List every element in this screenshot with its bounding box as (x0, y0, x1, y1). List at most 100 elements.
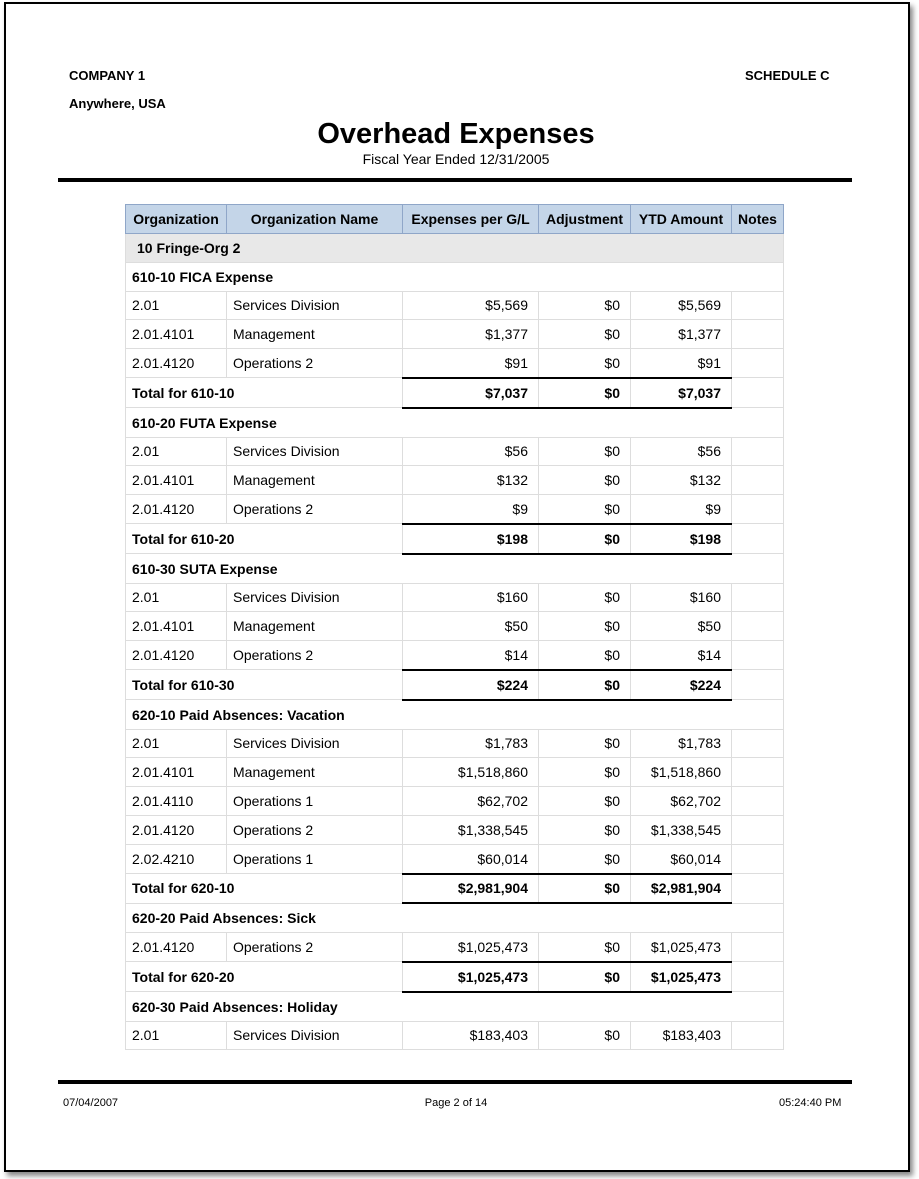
table-cell: $160 (402, 582, 539, 613)
footer-page: Page 2 of 14 (424, 1097, 488, 1109)
table-cell: 620-30 Paid Absences: Holiday (125, 991, 784, 1022)
total-row: Total for 620-10 $2,981,904 $0 $2,981,904 (125, 872, 784, 905)
table-cell: $5,569 (402, 290, 539, 321)
table-cell (731, 465, 784, 496)
table-row: 2.01.4101 Management $1,377 $0 $1,377 (125, 319, 784, 350)
table-cell (731, 348, 784, 379)
total-row: Total for 620-20 $1,025,473 $0 $1,025,473 (125, 960, 784, 993)
table-cell: $1,338,545 (402, 814, 539, 845)
table-cell: Total for 610-30 (125, 669, 403, 701)
column-header: Adjustment (538, 204, 631, 234)
table-cell: $1,783 (630, 728, 732, 759)
table-cell: $9 (630, 494, 732, 525)
table-cell: Operations 2 (226, 348, 403, 379)
table-cell: $2,981,904 (402, 872, 539, 905)
table-cell: $0 (538, 319, 631, 350)
table-cell: $1,025,473 (402, 960, 539, 993)
table-row: 2.01 Services Division $1,783 $0 $1,783 (125, 728, 784, 759)
table-cell (731, 1020, 784, 1051)
table-cell (731, 611, 784, 642)
table-cell: 2.01.4101 (125, 319, 227, 350)
table-cell: 2.01 (125, 1020, 227, 1051)
footer-date: 07/04/2007 (63, 1097, 119, 1109)
table-cell: $224 (630, 668, 732, 701)
column-header: YTD Amount (630, 204, 732, 234)
table-cell: Management (226, 465, 403, 496)
table-row: 2.01.4120 Operations 2 $14 $0 $14 (125, 640, 784, 671)
table-cell: $91 (630, 348, 732, 379)
table-cell: $160 (630, 582, 732, 613)
table-cell: 2.01.4101 (125, 465, 227, 496)
table-cell (731, 669, 784, 701)
table-cell: 2.02.4210 (125, 843, 227, 875)
expenses-table: Organization Organization Name Expenses pe… (125, 204, 784, 1051)
table-cell: $0 (538, 436, 631, 467)
section-header-row: 610-30 SUTA Expense (125, 553, 784, 584)
table-row: 2.01.4120 Operations 2 $1,025,473 $0 $1,025,… (125, 932, 784, 963)
table-cell: $50 (402, 611, 539, 642)
table-cell: Total for 610-20 (125, 523, 403, 555)
table-cell: $62,702 (402, 786, 539, 816)
table-cell (731, 843, 784, 875)
table-cell: $56 (402, 436, 539, 467)
table-cell: $132 (402, 465, 539, 496)
table-row: 2.01 Services Division $56 $0 $56 (125, 436, 784, 467)
table-cell: $1,377 (630, 319, 732, 350)
table-cell (731, 814, 784, 845)
table-cell: $1,783 (402, 728, 539, 759)
company-location: Anywhere, USA (69, 96, 166, 111)
table-cell: Management (226, 611, 403, 642)
table-cell: Services Division (226, 582, 403, 613)
table-cell: $0 (538, 611, 631, 642)
table-cell: $7,037 (630, 376, 732, 409)
table-cell (731, 640, 784, 671)
table-cell: $198 (630, 522, 732, 555)
table-cell (731, 523, 784, 555)
table-cell (731, 319, 784, 350)
table-cell: $1,377 (402, 319, 539, 350)
table-cell: $0 (538, 376, 631, 409)
table-cell: $60,014 (402, 843, 539, 875)
table-cell: $56 (630, 436, 732, 467)
table-cell: $9 (402, 494, 539, 525)
table-cell (731, 582, 784, 613)
table-row: 2.01.4101 Management $50 $0 $50 (125, 611, 784, 642)
table-cell: Services Division (226, 728, 403, 759)
table-cell: $1,025,473 (402, 932, 539, 963)
table-cell: $60,014 (630, 843, 732, 875)
table-cell: 2.01.4120 (125, 640, 227, 671)
table-cell: 2.01.4110 (125, 786, 227, 816)
table-cell: 620-10 Paid Absences: Vacation (125, 699, 784, 730)
table-cell: Services Division (226, 436, 403, 467)
table-cell: $198 (402, 522, 539, 555)
table-cell: $0 (538, 582, 631, 613)
table-cell: $14 (630, 640, 732, 671)
table-row: 2.02.4210 Operations 1 $60,014 $0 $60,014 (125, 843, 784, 875)
section-header-row: 620-10 Paid Absences: Vacation (125, 699, 784, 730)
table-cell: $1,025,473 (630, 960, 732, 993)
schedule-label: SCHEDULE C (745, 68, 830, 83)
table-cell: $183,403 (630, 1020, 732, 1051)
table-cell: $1,518,860 (630, 757, 732, 788)
table-cell: 2.01 (125, 290, 227, 321)
table-cell: $0 (538, 757, 631, 788)
footer-divider (58, 1080, 852, 1084)
table-cell: 10 Fringe-Org 2 (125, 233, 784, 263)
table-cell (731, 961, 784, 993)
table-cell: $0 (538, 348, 631, 379)
table-cell (731, 728, 784, 759)
table-cell: 2.01 (125, 436, 227, 467)
table-cell: Management (226, 757, 403, 788)
table-cell: $224 (402, 668, 539, 701)
section-header-row: 610-20 FUTA Expense (125, 407, 784, 438)
table-cell: 2.01.4120 (125, 932, 227, 963)
header-divider (58, 178, 852, 182)
table-cell: $183,403 (402, 1020, 539, 1051)
table-cell: Operations 1 (226, 786, 403, 816)
table-cell: Total for 620-20 (125, 961, 403, 993)
table-cell: 2.01.4101 (125, 611, 227, 642)
table-cell (731, 786, 784, 816)
table-cell: Operations 2 (226, 814, 403, 845)
section-header-row: 610-10 FICA Expense (125, 261, 784, 292)
table-cell: 2.01 (125, 728, 227, 759)
